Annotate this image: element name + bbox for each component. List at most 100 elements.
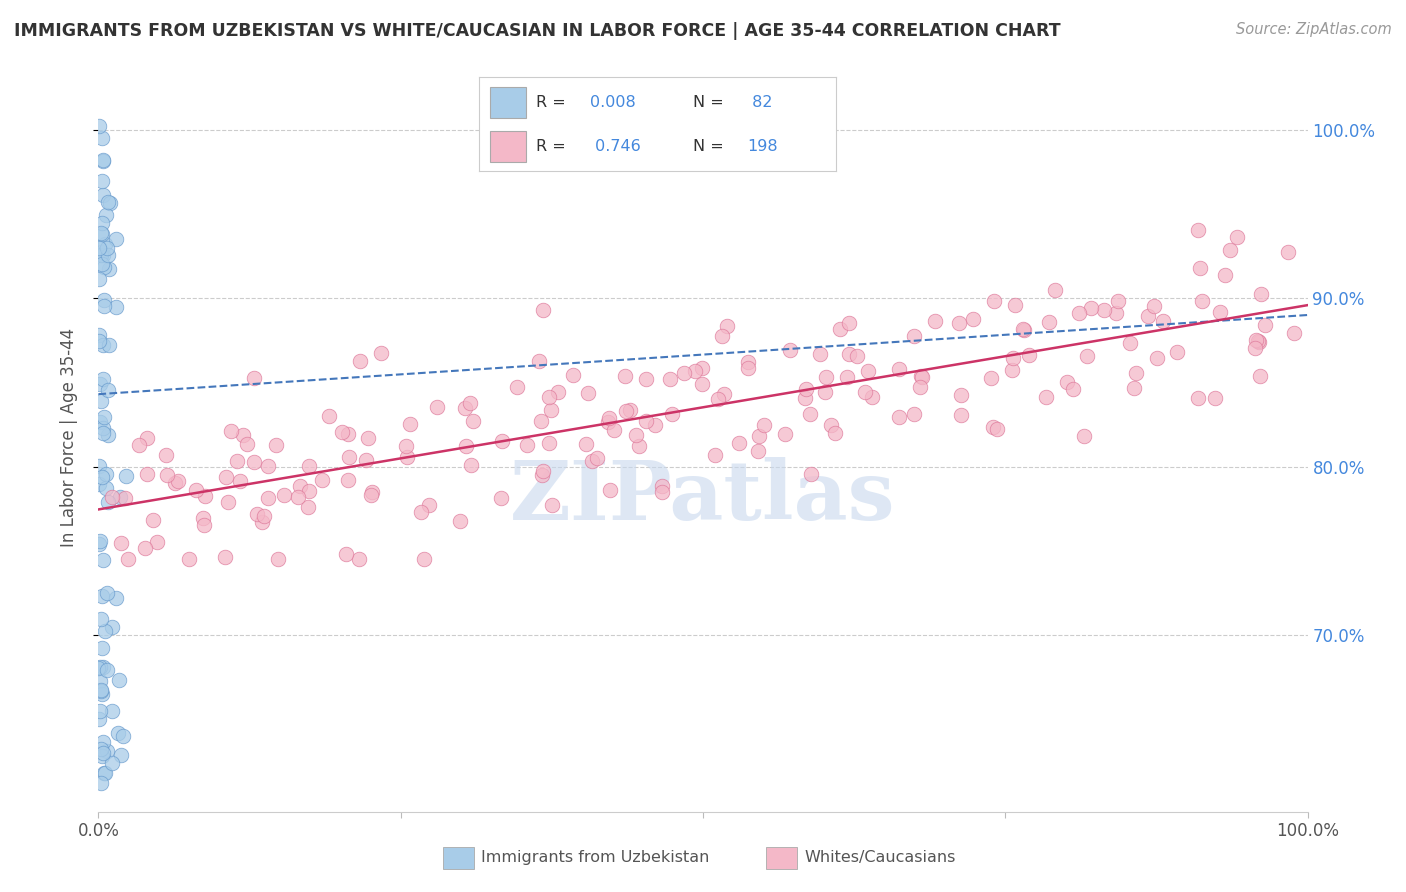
Point bbox=[659, 372, 682, 386]
Point bbox=[395, 450, 418, 464]
Point bbox=[163, 476, 186, 491]
Point bbox=[330, 425, 353, 439]
Point bbox=[360, 485, 382, 500]
Point bbox=[273, 488, 295, 502]
Point bbox=[814, 369, 837, 384]
Point bbox=[236, 437, 259, 451]
Point bbox=[91, 421, 114, 435]
Point bbox=[1067, 306, 1090, 320]
Point bbox=[90, 748, 112, 763]
Point bbox=[903, 328, 925, 343]
Point bbox=[229, 474, 252, 488]
Point bbox=[90, 248, 112, 262]
Point bbox=[924, 314, 946, 328]
Point bbox=[184, 483, 207, 498]
Point bbox=[1247, 334, 1270, 348]
Point bbox=[93, 154, 115, 169]
Point bbox=[814, 385, 837, 400]
Point bbox=[89, 660, 111, 674]
Point bbox=[747, 443, 769, 458]
Point bbox=[911, 370, 934, 384]
Point bbox=[243, 370, 266, 384]
Point bbox=[90, 393, 112, 408]
Point bbox=[1001, 351, 1024, 366]
Point bbox=[246, 508, 269, 522]
Point bbox=[1038, 315, 1060, 329]
Point bbox=[115, 468, 138, 483]
Point bbox=[710, 329, 733, 343]
Point bbox=[986, 422, 1008, 436]
Point bbox=[581, 453, 603, 467]
Point bbox=[89, 416, 111, 430]
Point bbox=[690, 361, 713, 376]
Point bbox=[1219, 244, 1241, 258]
Point bbox=[411, 505, 433, 519]
Point bbox=[250, 515, 273, 529]
Point bbox=[1018, 349, 1040, 363]
Point bbox=[1137, 309, 1160, 323]
Point bbox=[603, 423, 626, 437]
Point bbox=[530, 414, 553, 428]
Point bbox=[599, 483, 621, 497]
Point bbox=[703, 448, 725, 462]
Point bbox=[142, 513, 165, 527]
Point bbox=[349, 353, 371, 368]
Point bbox=[318, 409, 340, 423]
Point bbox=[87, 241, 110, 255]
Point bbox=[87, 334, 110, 349]
Point bbox=[1215, 268, 1237, 282]
Point bbox=[97, 428, 120, 442]
Point bbox=[1187, 223, 1209, 237]
Point bbox=[531, 464, 554, 478]
Point bbox=[96, 467, 118, 481]
Point bbox=[716, 319, 738, 334]
Text: ZIPatlas: ZIPatlas bbox=[510, 457, 896, 537]
Point bbox=[962, 312, 984, 326]
Point bbox=[89, 712, 111, 726]
Point bbox=[232, 427, 254, 442]
Point bbox=[311, 473, 333, 487]
Point bbox=[90, 682, 112, 697]
Point bbox=[981, 419, 1004, 434]
Point bbox=[214, 550, 236, 565]
Point bbox=[134, 541, 156, 555]
Point bbox=[96, 744, 118, 758]
Point bbox=[93, 299, 115, 313]
Point bbox=[101, 491, 124, 505]
Point bbox=[576, 386, 599, 401]
Point bbox=[527, 353, 550, 368]
Point bbox=[619, 403, 641, 417]
Point bbox=[193, 518, 215, 533]
Point bbox=[94, 481, 117, 495]
Point bbox=[349, 552, 371, 566]
Point bbox=[838, 347, 860, 361]
Point bbox=[910, 369, 932, 384]
Point bbox=[1282, 326, 1305, 341]
Point bbox=[98, 262, 121, 277]
Point bbox=[727, 436, 749, 450]
Point bbox=[297, 500, 319, 514]
Point bbox=[980, 371, 1002, 385]
Point bbox=[128, 438, 150, 452]
Point bbox=[193, 511, 215, 525]
Point bbox=[748, 429, 770, 443]
Point bbox=[683, 364, 706, 378]
Point bbox=[96, 241, 118, 255]
Point bbox=[846, 349, 869, 363]
Point bbox=[91, 426, 114, 441]
Point bbox=[1012, 323, 1035, 337]
Point bbox=[107, 725, 129, 739]
Point bbox=[136, 467, 159, 481]
Point bbox=[1250, 287, 1272, 301]
Point bbox=[93, 766, 115, 780]
Point bbox=[412, 552, 434, 566]
Point bbox=[713, 386, 735, 401]
Point bbox=[91, 746, 114, 760]
Point bbox=[491, 434, 513, 448]
Point bbox=[752, 418, 775, 433]
Point bbox=[737, 361, 759, 376]
Point bbox=[948, 316, 970, 330]
FancyBboxPatch shape bbox=[443, 847, 474, 869]
Point bbox=[90, 227, 112, 241]
Point bbox=[252, 509, 274, 524]
